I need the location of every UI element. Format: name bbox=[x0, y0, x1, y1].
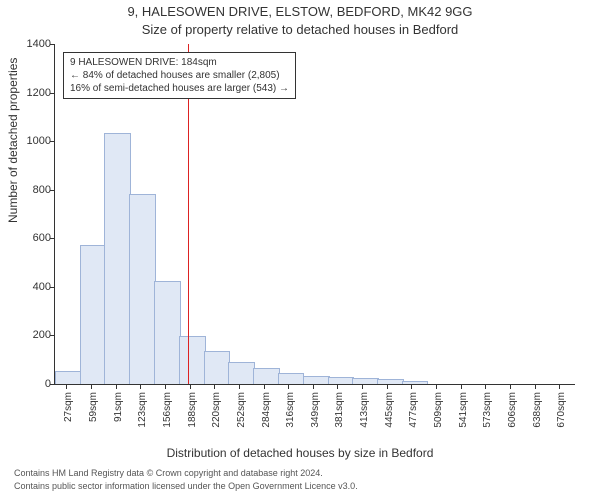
y-tick-mark bbox=[50, 141, 55, 142]
histogram-bar bbox=[303, 376, 330, 384]
x-tick-label: 252sqm bbox=[236, 392, 247, 428]
x-tick-label: 91sqm bbox=[113, 392, 124, 422]
x-tick-label: 188sqm bbox=[187, 392, 198, 428]
chart-title-line2: Size of property relative to detached ho… bbox=[0, 22, 600, 37]
y-tick-mark bbox=[50, 190, 55, 191]
y-tick-label: 1000 bbox=[15, 135, 51, 147]
histogram-bar bbox=[278, 373, 305, 384]
footer-copyright: Contains HM Land Registry data © Crown c… bbox=[14, 468, 590, 478]
x-tick-label: 220sqm bbox=[211, 392, 222, 428]
histogram-bar bbox=[328, 377, 355, 384]
y-tick-mark bbox=[50, 287, 55, 288]
y-tick-label: 1400 bbox=[15, 38, 51, 50]
annotation-box: 9 HALESOWEN DRIVE: 184sqm← 84% of detach… bbox=[63, 52, 296, 99]
y-tick-label: 1200 bbox=[15, 87, 51, 99]
x-tick-mark bbox=[510, 384, 511, 389]
x-tick-label: 573sqm bbox=[482, 392, 493, 428]
x-tick-label: 670sqm bbox=[556, 392, 567, 428]
x-tick-mark bbox=[485, 384, 486, 389]
histogram-bar bbox=[228, 362, 255, 384]
x-tick-mark bbox=[66, 384, 67, 389]
histogram-bar bbox=[253, 368, 280, 384]
histogram-bar bbox=[154, 281, 181, 384]
y-tick-label: 800 bbox=[15, 184, 51, 196]
y-tick-label: 400 bbox=[15, 281, 51, 293]
x-tick-label: 349sqm bbox=[310, 392, 321, 428]
x-tick-label: 59sqm bbox=[88, 392, 99, 422]
histogram-bar bbox=[204, 351, 231, 384]
x-tick-mark bbox=[337, 384, 338, 389]
x-tick-label: 123sqm bbox=[137, 392, 148, 428]
x-tick-label: 27sqm bbox=[63, 392, 74, 422]
x-tick-mark bbox=[387, 384, 388, 389]
y-tick-mark bbox=[50, 238, 55, 239]
x-tick-label: 156sqm bbox=[162, 392, 173, 428]
x-tick-label: 541sqm bbox=[458, 392, 469, 428]
x-tick-mark bbox=[116, 384, 117, 389]
x-tick-label: 413sqm bbox=[359, 392, 370, 428]
histogram-bar bbox=[80, 245, 107, 384]
x-tick-mark bbox=[461, 384, 462, 389]
x-tick-mark bbox=[264, 384, 265, 389]
histogram-bar bbox=[104, 133, 131, 384]
x-tick-mark bbox=[288, 384, 289, 389]
x-tick-mark bbox=[91, 384, 92, 389]
x-tick-mark bbox=[239, 384, 240, 389]
x-tick-mark bbox=[214, 384, 215, 389]
x-tick-label: 606sqm bbox=[507, 392, 518, 428]
x-tick-label: 509sqm bbox=[433, 392, 444, 428]
x-tick-mark bbox=[559, 384, 560, 389]
y-tick-label: 600 bbox=[15, 232, 51, 244]
footer-licence: Contains public sector information licen… bbox=[14, 481, 590, 491]
annotation-line: 16% of semi-detached houses are larger (… bbox=[70, 82, 289, 95]
x-tick-label: 477sqm bbox=[408, 392, 419, 428]
y-tick-label: 200 bbox=[15, 329, 51, 341]
y-tick-mark bbox=[50, 44, 55, 45]
x-tick-mark bbox=[436, 384, 437, 389]
x-tick-label: 638sqm bbox=[532, 392, 543, 428]
histogram-bar bbox=[129, 194, 156, 384]
annotation-line: 9 HALESOWEN DRIVE: 184sqm bbox=[70, 56, 289, 69]
y-tick-label: 0 bbox=[15, 378, 51, 390]
y-tick-mark bbox=[50, 335, 55, 336]
x-tick-mark bbox=[190, 384, 191, 389]
x-tick-mark bbox=[165, 384, 166, 389]
chart-title-line1: 9, HALESOWEN DRIVE, ELSTOW, BEDFORD, MK4… bbox=[0, 4, 600, 19]
histogram-plot: 02004006008001000120014009 HALESOWEN DRI… bbox=[54, 44, 575, 385]
x-tick-label: 316sqm bbox=[285, 392, 296, 428]
x-tick-mark bbox=[313, 384, 314, 389]
x-tick-label: 381sqm bbox=[334, 392, 345, 428]
x-tick-label: 445sqm bbox=[384, 392, 395, 428]
x-axis-label: Distribution of detached houses by size … bbox=[0, 446, 600, 460]
x-tick-label: 284sqm bbox=[261, 392, 272, 428]
histogram-bar bbox=[55, 371, 82, 384]
x-tick-mark bbox=[535, 384, 536, 389]
x-tick-mark bbox=[362, 384, 363, 389]
y-tick-mark bbox=[50, 93, 55, 94]
annotation-line: ← 84% of detached houses are smaller (2,… bbox=[70, 69, 289, 82]
x-tick-mark bbox=[140, 384, 141, 389]
histogram-bar bbox=[179, 336, 206, 384]
x-tick-mark bbox=[411, 384, 412, 389]
x-axis-ticks: 27sqm 59sqm 91sqm 123sqm 156sqm 188sqm 220sqm 2… bbox=[54, 384, 574, 444]
